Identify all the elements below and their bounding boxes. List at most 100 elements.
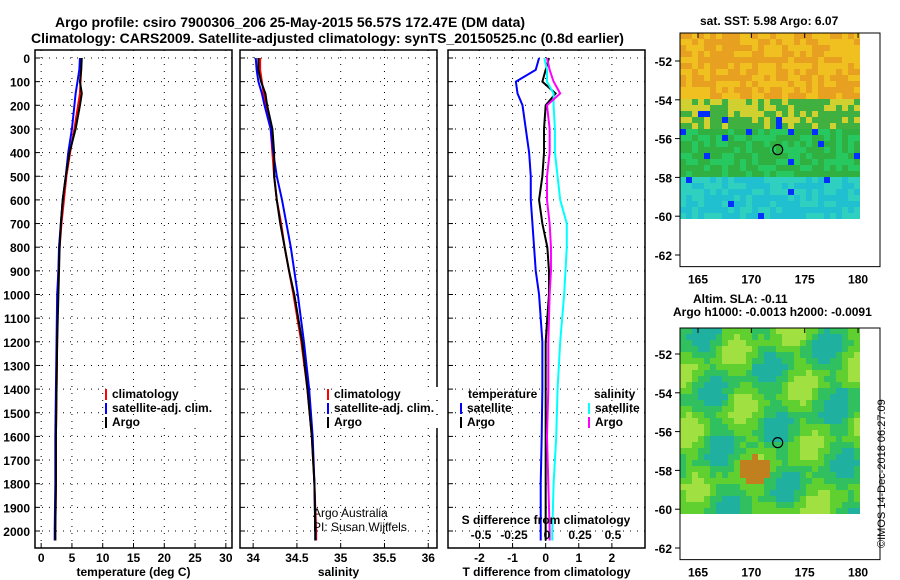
map-cell: [758, 502, 764, 508]
map-cell: [806, 424, 812, 430]
map-cell: [710, 81, 716, 87]
map-cell: [686, 460, 692, 466]
map-cell: [704, 370, 710, 376]
map-cell: [758, 87, 764, 93]
map-cell: [848, 496, 854, 502]
map-cell: [830, 201, 836, 207]
map-cell: [716, 340, 722, 346]
map-cell: [740, 334, 746, 340]
map-cell: [770, 412, 776, 418]
map-cell: [836, 478, 842, 484]
panel-frame-salinity: [239, 49, 438, 549]
map-cell: [686, 201, 692, 207]
map-cell: [770, 388, 776, 394]
map-cell: [854, 388, 860, 394]
map-cell: [770, 99, 776, 105]
map-cell: [842, 123, 848, 129]
map-cell: [758, 412, 764, 418]
map-cell: [710, 376, 716, 382]
map-cell: [788, 207, 794, 213]
map-cell: [806, 478, 812, 484]
map-cell: [710, 436, 716, 442]
map-cell: [812, 129, 818, 135]
s-tick-label: -0.5: [471, 528, 492, 542]
map-cell: [734, 508, 740, 514]
map-cell: [740, 111, 746, 117]
map-cell: [728, 466, 734, 472]
map-cell: [836, 484, 842, 490]
map-cell: [716, 117, 722, 123]
map-cell: [758, 213, 764, 219]
x-tick-label: 20: [158, 551, 172, 565]
map-cell: [764, 129, 770, 135]
map-cell: [716, 213, 722, 219]
map-cell: [842, 346, 848, 352]
map-cell: [764, 57, 770, 63]
map-cell: [770, 165, 776, 171]
map-cell: [686, 454, 692, 460]
map-cell: [824, 75, 830, 81]
map-cell: [776, 460, 782, 466]
map-cell: [800, 63, 806, 69]
map-cell: [782, 93, 788, 99]
map-cell: [698, 171, 704, 177]
map-cell: [836, 57, 842, 63]
map-cell: [776, 502, 782, 508]
map-cell: [806, 508, 812, 514]
x-tick-label: -2: [474, 551, 485, 565]
map-cell: [698, 328, 704, 334]
map-cell: [686, 189, 692, 195]
map-cell: [854, 484, 860, 490]
map-cell: [812, 153, 818, 159]
map-cell: [752, 454, 758, 460]
map-cell: [794, 496, 800, 502]
map-cell: [704, 388, 710, 394]
map-cell: [722, 51, 728, 57]
map-cell: [710, 183, 716, 189]
map-cell: [752, 412, 758, 418]
map-cell: [698, 358, 704, 364]
map-cell: [746, 478, 752, 484]
map-cell: [692, 189, 698, 195]
map-cell: [722, 75, 728, 81]
map-cell: [758, 376, 764, 382]
map-cell: [830, 358, 836, 364]
map-cell: [752, 364, 758, 370]
map-cell: [752, 430, 758, 436]
map-cell: [770, 358, 776, 364]
map-cell: [806, 99, 812, 105]
map-cell: [740, 213, 746, 219]
map-cell: [824, 171, 830, 177]
map-cell: [800, 33, 806, 39]
map-cell: [806, 153, 812, 159]
map-cell: [812, 400, 818, 406]
map-cell: [710, 45, 716, 51]
map-cell: [746, 45, 752, 51]
map-cell: [758, 207, 764, 213]
map-cell: [842, 328, 848, 334]
map-cell: [740, 75, 746, 81]
map-cell: [824, 442, 830, 448]
map-cell: [788, 442, 794, 448]
map-cell: [728, 177, 734, 183]
x-tick-label: 2: [609, 551, 616, 565]
map-cell: [806, 340, 812, 346]
map-cell: [812, 448, 818, 454]
map-cell: [704, 472, 710, 478]
map-cell: [776, 213, 782, 219]
map-cell: [740, 123, 746, 129]
map-cell: [710, 466, 716, 472]
map-cell: [836, 490, 842, 496]
map-cell: [716, 370, 722, 376]
map-cell: [836, 171, 842, 177]
map-cell: [746, 502, 752, 508]
map-cell: [848, 51, 854, 57]
map-cell: [746, 340, 752, 346]
map-cell: [734, 412, 740, 418]
map-cell: [776, 33, 782, 39]
map-cell: [806, 364, 812, 370]
panel-frame-temperature: [34, 49, 233, 549]
map-cell: [680, 370, 686, 376]
map-cell: [698, 147, 704, 153]
map-cell: [848, 63, 854, 69]
